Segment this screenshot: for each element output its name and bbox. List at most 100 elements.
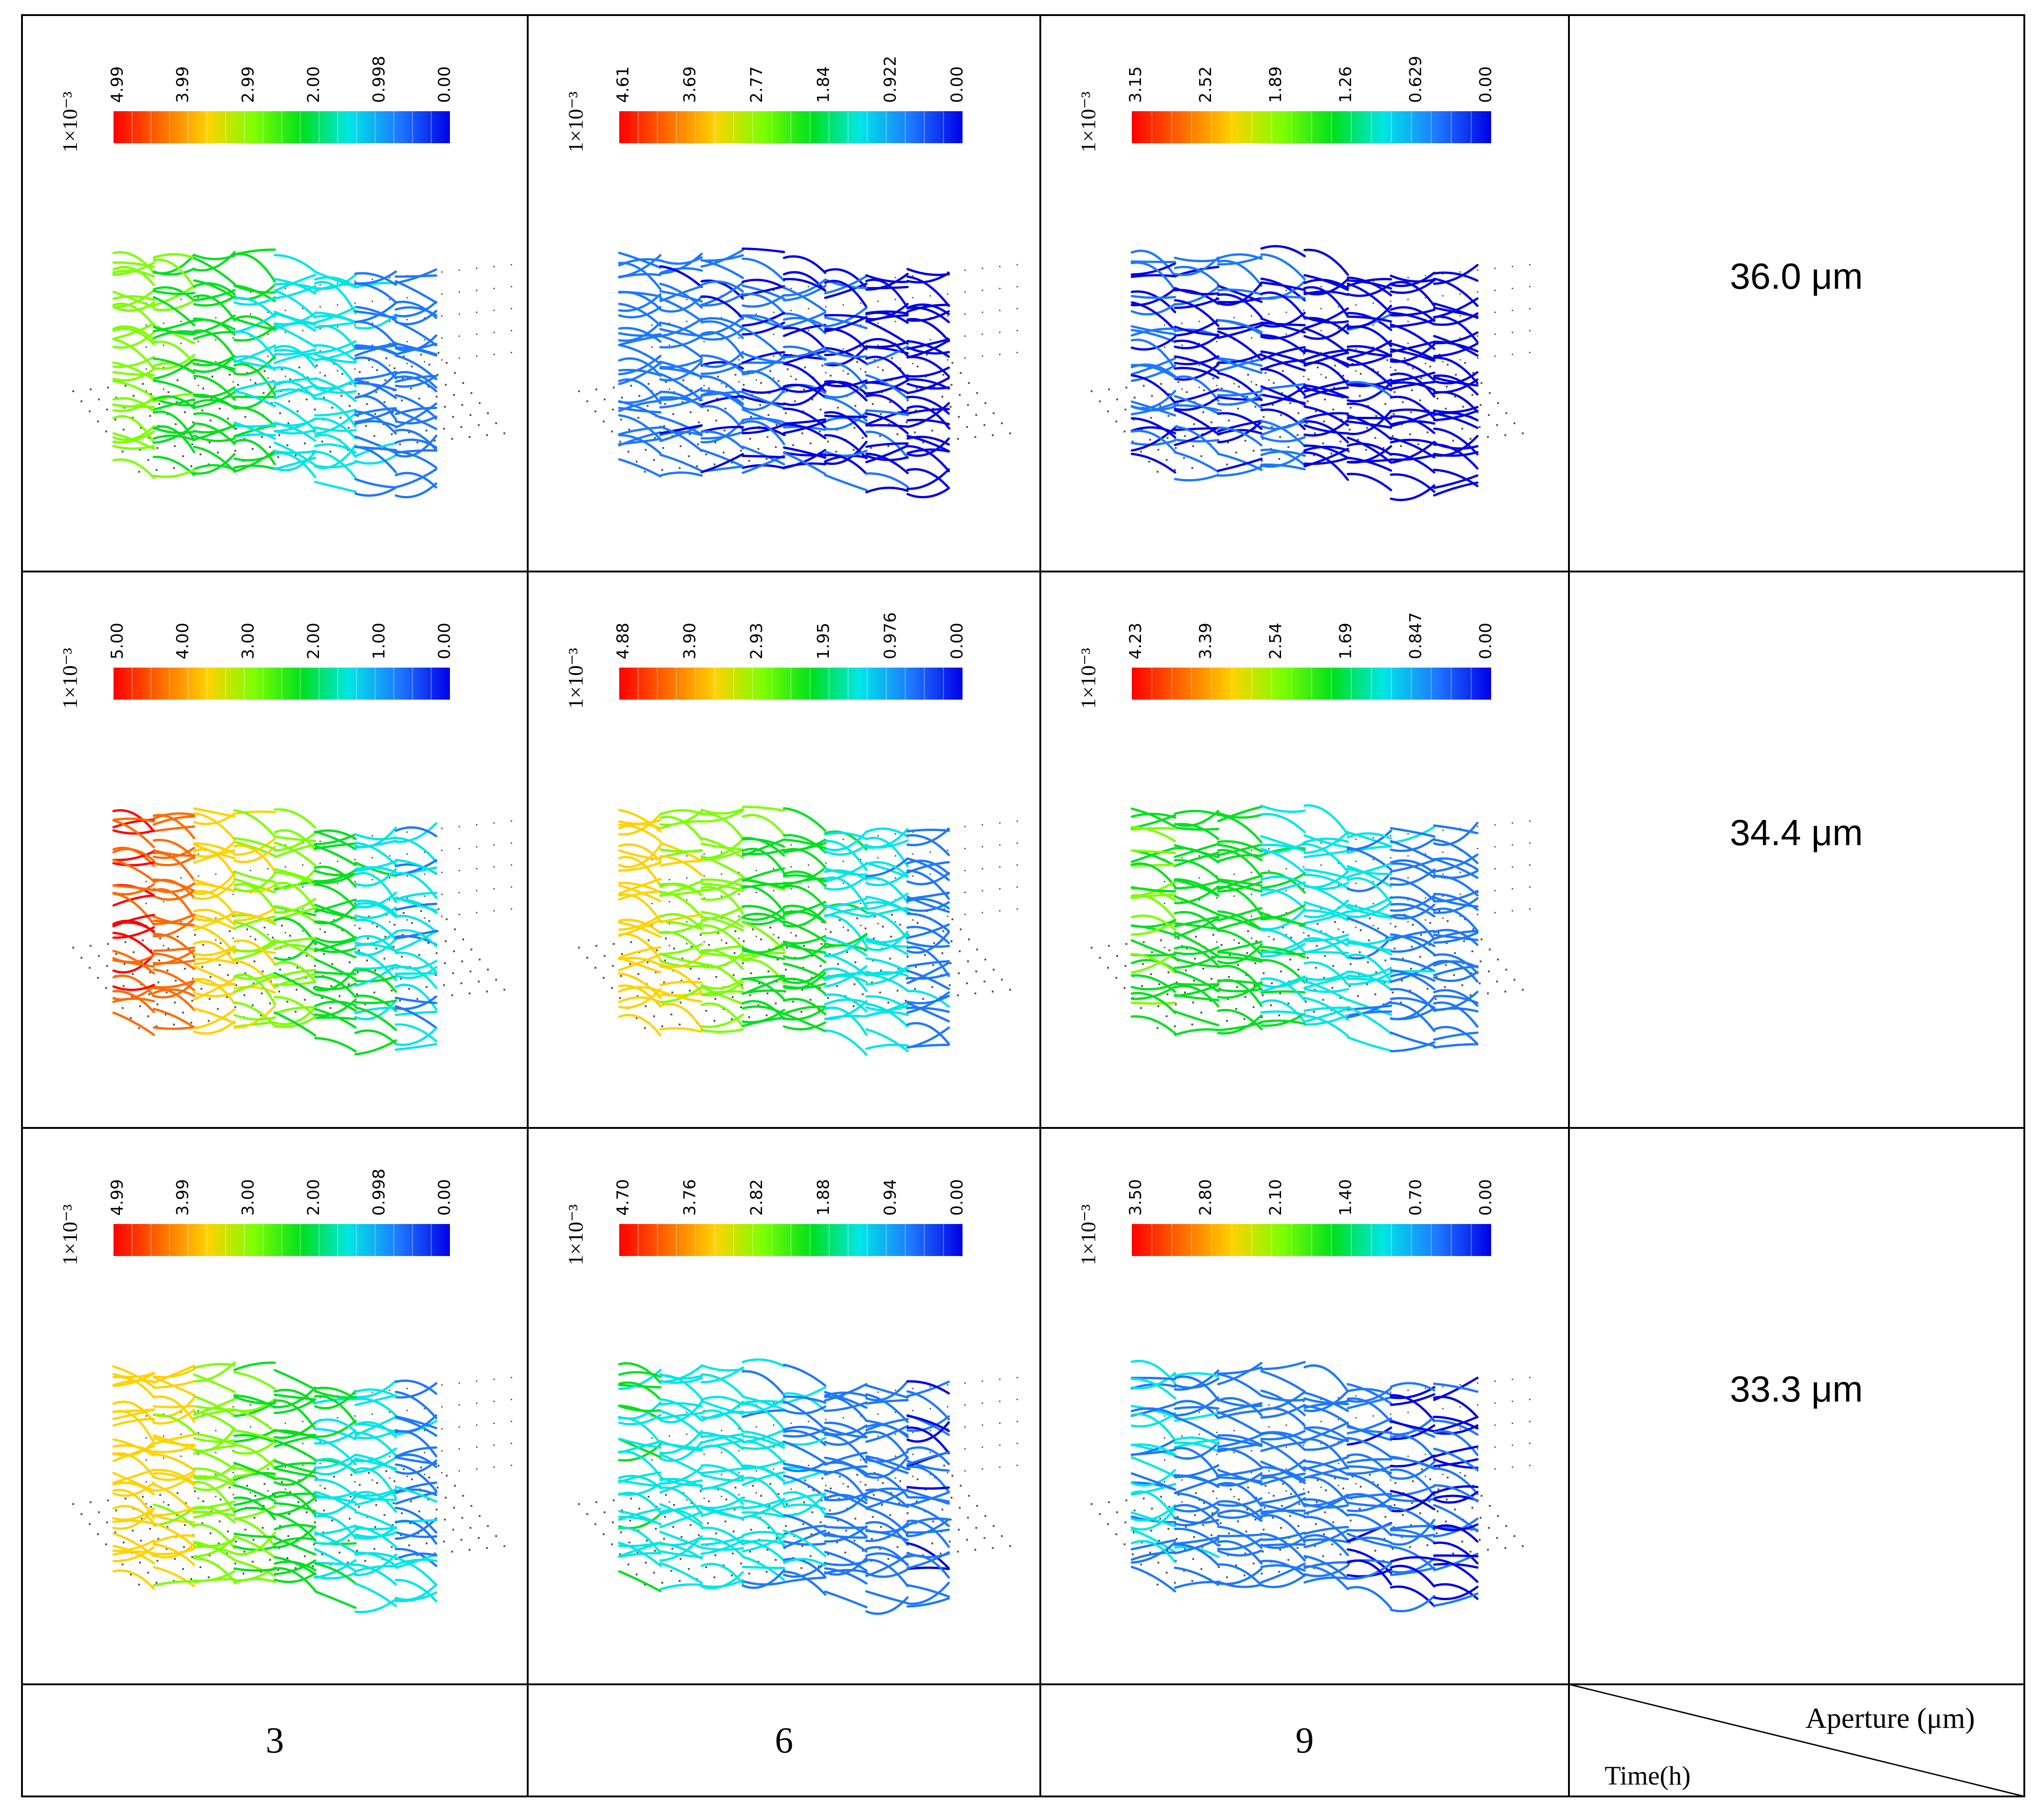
panel-r3-c3: 3.50 2.80 2.10 1.40 0.70 0.00 1×10⁻³ — [1076, 1179, 1530, 1612]
colorbar-tick-label: 0.00 — [1476, 623, 1495, 659]
panel-r2-c2: 4.88 3.90 2.93 1.95 0.976 0.00 1×10⁻³ — [564, 612, 1018, 1056]
streamlines — [1130, 804, 1479, 1052]
panel-r1-c2: 4.61 3.69 2.77 1.84 0.922 0.00 1×10⁻³ — [564, 56, 1018, 499]
colorbar-tick-label: 3.00 — [239, 623, 258, 659]
colorbar-scale-factor: 1×10⁻³ — [1076, 92, 1100, 152]
colorbar-tick-label: 4.88 — [614, 623, 633, 659]
corner-time-label: Time(h) — [1605, 1761, 1691, 1790]
simulation-panels: 4.99 3.99 2.99 2.00 0.998 0.00 1×10⁻³ 4.61 3.69 2… — [58, 56, 1530, 1615]
colorbar — [114, 1224, 450, 1256]
colorbar-scale-factor: 1×10⁻³ — [58, 648, 81, 709]
colorbar-scale-factor: 1×10⁻³ — [58, 1204, 81, 1265]
panel-r1-c3: 3.15 2.52 1.89 1.26 0.629 0.00 1×10⁻³ — [1076, 56, 1530, 502]
colorbar-tick-label: 0.00 — [948, 1179, 967, 1216]
colorbar-tick-label: 0.70 — [1406, 1179, 1425, 1216]
colorbar-tick-label: 0.00 — [1476, 66, 1495, 103]
colorbar-tick-label: 0.976 — [881, 612, 900, 659]
colorbar-tick-label: 3.00 — [239, 1179, 258, 1216]
colorbar — [619, 111, 963, 143]
colorbar — [619, 1224, 963, 1256]
colorbar-tick-label: 1.40 — [1336, 1179, 1355, 1216]
time-label: 6 — [775, 1720, 793, 1761]
colorbar-tick-label: 2.77 — [747, 66, 766, 103]
aperture-label: 33.3 μm — [1730, 1369, 1863, 1409]
colorbar-tick-label: 2.10 — [1266, 1179, 1285, 1216]
colorbar-tick-label: 3.50 — [1126, 1179, 1145, 1216]
colorbar-tick-label: 2.82 — [747, 1179, 766, 1216]
aperture-label: 36.0 μm — [1730, 256, 1863, 297]
colorbar-scale-factor: 1×10⁻³ — [564, 648, 587, 709]
colorbar — [1132, 668, 1491, 700]
panel-r2-c1: 5.00 4.00 3.00 2.00 1.00 0.00 1×10⁻³ — [58, 623, 512, 1056]
colorbar-tick-label: 3.76 — [681, 1179, 699, 1216]
colorbar-tick-label: 3.99 — [173, 66, 192, 103]
colorbar-tick-label: 4.00 — [173, 623, 192, 659]
panel-r1-c1: 4.99 3.99 2.99 2.00 0.998 0.00 1×10⁻³ — [58, 56, 512, 499]
colorbar-tick-label: 0.00 — [435, 66, 454, 103]
colorbar-tick-label: 4.61 — [614, 66, 633, 103]
time-label: 3 — [266, 1720, 284, 1761]
colorbar-tick-label: 1.84 — [814, 66, 833, 103]
colorbar-tick-label: 3.39 — [1196, 623, 1215, 659]
colorbar-tick-label: 1.26 — [1336, 66, 1355, 103]
streamlines — [112, 807, 438, 1056]
time-label: 9 — [1296, 1720, 1314, 1761]
aperture-labels: 36.0 μm 34.4 μm 33.3 μm — [1730, 256, 1863, 1409]
colorbar-tick-label: 0.94 — [881, 1179, 900, 1216]
colorbar-tick-label: 2.80 — [1196, 1179, 1215, 1216]
colorbar — [114, 111, 450, 143]
colorbar — [619, 668, 963, 700]
colorbar-tick-label: 0.00 — [435, 1179, 454, 1216]
colorbar-tick-label: 1.69 — [1336, 623, 1355, 659]
colorbar-tick-label: 3.69 — [681, 66, 699, 103]
colorbar-tick-label: 1.88 — [814, 1179, 833, 1216]
colorbar-scale-factor: 1×10⁻³ — [1076, 1204, 1100, 1265]
panel-r3-c2: 4.70 3.76 2.82 1.88 0.94 0.00 1×10⁻³ — [564, 1179, 1018, 1615]
colorbar-tick-label: 4.99 — [108, 66, 127, 103]
colorbar — [114, 668, 450, 700]
streamlines — [1130, 245, 1479, 502]
colorbar-tick-label: 2.00 — [304, 66, 323, 103]
table-border — [21, 14, 2025, 1797]
colorbar — [1132, 111, 1491, 143]
streamlines — [112, 248, 438, 499]
colorbar-tick-label: 0.00 — [1476, 1179, 1495, 1216]
colorbar-tick-label: 2.00 — [304, 623, 323, 659]
colorbar-tick-label: 0.00 — [948, 66, 967, 103]
colorbar-tick-label: 3.90 — [681, 623, 699, 659]
colorbar-scale-factor: 1×10⁻³ — [1076, 648, 1100, 709]
colorbar-scale-factor: 1×10⁻³ — [564, 1204, 587, 1265]
colorbar — [1132, 1224, 1491, 1256]
streamlines — [112, 1361, 438, 1613]
colorbar-tick-label: 1.95 — [814, 623, 833, 659]
colorbar-scale-factor: 1×10⁻³ — [564, 92, 587, 152]
colorbar-tick-label: 0.00 — [948, 623, 967, 659]
colorbar-tick-label: 3.99 — [173, 1179, 192, 1216]
colorbar-tick-label: 4.23 — [1126, 623, 1145, 659]
colorbar-tick-label: 2.00 — [304, 1179, 323, 1216]
colorbar-tick-label: 0.847 — [1406, 612, 1425, 659]
colorbar-tick-label: 1.89 — [1266, 66, 1285, 103]
colorbar-tick-label: 2.99 — [239, 66, 258, 103]
colorbar-tick-label: 0.998 — [370, 56, 389, 103]
colorbar-tick-label: 2.52 — [1196, 66, 1215, 103]
colorbar-tick-label: 0.00 — [435, 623, 454, 659]
panel-r2-c3: 4.23 3.39 2.54 1.69 0.847 0.00 1×10⁻³ — [1076, 612, 1530, 1052]
panel-r3-c1: 4.99 3.99 3.00 2.00 0.998 0.00 1×10⁻³ — [58, 1169, 512, 1613]
colorbar-tick-label: 0.998 — [370, 1169, 389, 1216]
time-labels: 3 6 9 — [266, 1720, 1314, 1761]
streamlines — [618, 247, 950, 499]
streamlines — [1130, 1359, 1479, 1612]
corner-aperture-label: Aperture (μm) — [1806, 1702, 1975, 1734]
colorbar-tick-label: 2.93 — [747, 623, 766, 659]
colorbar-scale-factor: 1×10⁻³ — [58, 92, 81, 152]
streamlines — [618, 1358, 950, 1615]
colorbar-tick-label: 2.54 — [1266, 623, 1285, 659]
colorbar-tick-label: 3.15 — [1126, 66, 1145, 103]
colorbar-tick-label: 1.00 — [370, 623, 389, 659]
colorbar-tick-label: 4.99 — [108, 1179, 127, 1216]
streamlines — [618, 805, 950, 1056]
colorbar-tick-label: 0.629 — [1406, 56, 1425, 103]
colorbar-tick-label: 0.922 — [881, 56, 900, 103]
